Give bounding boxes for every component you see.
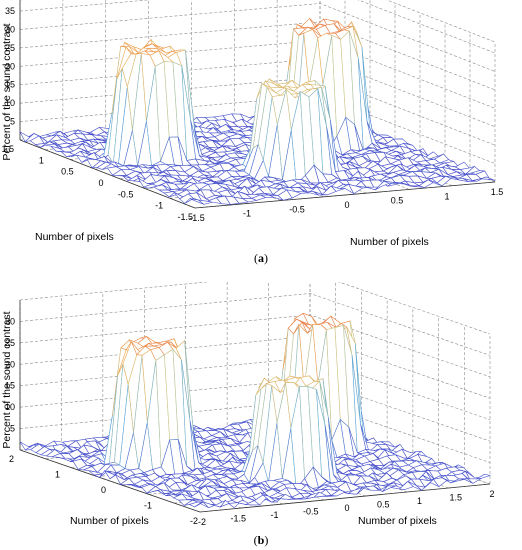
z-tick-label: 30 <box>5 316 15 326</box>
left-axis-tick-label: -0.5 <box>118 189 134 199</box>
floor-edge-left <box>19 449 201 513</box>
z-tick-label: 20 <box>5 61 15 71</box>
grid-line-z <box>19 282 491 335</box>
z-axis-label: Percent of the sound contrast <box>1 311 13 448</box>
z-tick-label: 15 <box>5 381 15 391</box>
z-axis-label: Percent of the sound contrast <box>1 23 13 160</box>
left-axis-tick-label: -1.5 <box>177 212 193 222</box>
grid-line-z <box>19 293 491 356</box>
panel-letter: a <box>258 251 264 265</box>
x-axis-label: Number of pixels <box>35 231 114 243</box>
surface-cell <box>330 489 346 497</box>
right-axis-tick-label: 0.5 <box>391 196 404 206</box>
floor-edge-right <box>199 483 491 513</box>
left-axis-tick-label: 1 <box>55 470 60 480</box>
grid-line-z <box>19 335 491 399</box>
panel-letter: b <box>258 533 265 547</box>
z-tick-label: 20 <box>5 359 15 369</box>
z-tick-label: 15 <box>5 80 15 90</box>
right-axis-tick-label: -0.5 <box>303 507 319 517</box>
right-axis-tick-label: 1 <box>444 191 449 201</box>
right-axis-tick-label: 1.5 <box>491 187 504 197</box>
right-axis-tick-label: 0 <box>344 503 349 513</box>
surface-cell <box>466 477 482 484</box>
grid-line-z <box>19 314 491 378</box>
panel-label: (b) <box>254 533 269 547</box>
right-axis-tick-label: 1.5 <box>449 493 462 503</box>
left-axis-tick-label: 0 <box>101 485 106 495</box>
right-axis-tick-label: -0.5 <box>289 204 305 214</box>
z-tick-label: 25 <box>5 43 15 53</box>
z-tick-label: 10 <box>5 402 15 412</box>
left-axis-tick-label: 1.5 <box>1 144 14 154</box>
right-axis-tick-label: -1.5 <box>230 514 246 524</box>
panel-label: (a) <box>254 251 268 265</box>
left-axis-tick-label: -1 <box>155 201 163 211</box>
grid-line-z <box>19 3 496 72</box>
right-axis-tick-label: -1 <box>270 510 278 520</box>
y-axis-label: Number of pixels <box>358 515 437 527</box>
left-axis-tick-label: 2 <box>9 454 14 464</box>
left-axis-tick-label: 1 <box>39 155 44 165</box>
surface-cell <box>476 473 492 480</box>
grid-line-z <box>20 0 496 43</box>
right-axis-tick-label: -1.5 <box>189 213 205 223</box>
left-axis-tick-label: 0.5 <box>61 167 74 177</box>
left-axis-tick-label: -1 <box>144 501 152 511</box>
left-axis-tick-label: -2 <box>190 516 198 526</box>
z-tick-label: 5 <box>10 117 15 127</box>
right-axis-tick-label: 0.5 <box>377 500 390 510</box>
chart-panel-a: 5 10 15 20 25 30 35 1.5 1 0.5 0 -0.5 -1 -1.5 -1.5 -1 -0.… <box>0 0 522 270</box>
floor-edge-left <box>19 139 196 209</box>
right-axis-tick-label: 1 <box>417 496 422 506</box>
right-axis-tick-label: -1 <box>243 209 251 219</box>
z-tick-label: 10 <box>5 98 15 108</box>
right-axis-tick-label: 2 <box>489 489 494 499</box>
z-tick-label: 25 <box>5 338 15 348</box>
z-tick-label: 30 <box>5 24 15 34</box>
right-axis-tick-label: -2 <box>198 517 206 527</box>
grid-line-z <box>19 21 496 91</box>
z-tick-label: 5 <box>10 424 15 434</box>
grid-line-z <box>19 0 496 54</box>
left-axis-tick-label: 0 <box>98 178 103 188</box>
chart-panel-b: 5 10 15 20 25 30 2 1 0 -1 -2 -2 -1.5 -1 -0.5 0 0.5 1 1.5 2 P… <box>0 282 522 550</box>
surface-mesh <box>19 312 492 509</box>
surface-mesh <box>19 17 496 205</box>
right-axis-tick-label: 0 <box>344 200 349 210</box>
y-axis-label: Number of pixels <box>350 236 429 248</box>
z-tick-label: 35 <box>5 6 15 16</box>
surface-cell <box>480 176 496 181</box>
floor-edge-right <box>194 181 496 209</box>
x-axis-label: Number of pixels <box>70 515 149 527</box>
